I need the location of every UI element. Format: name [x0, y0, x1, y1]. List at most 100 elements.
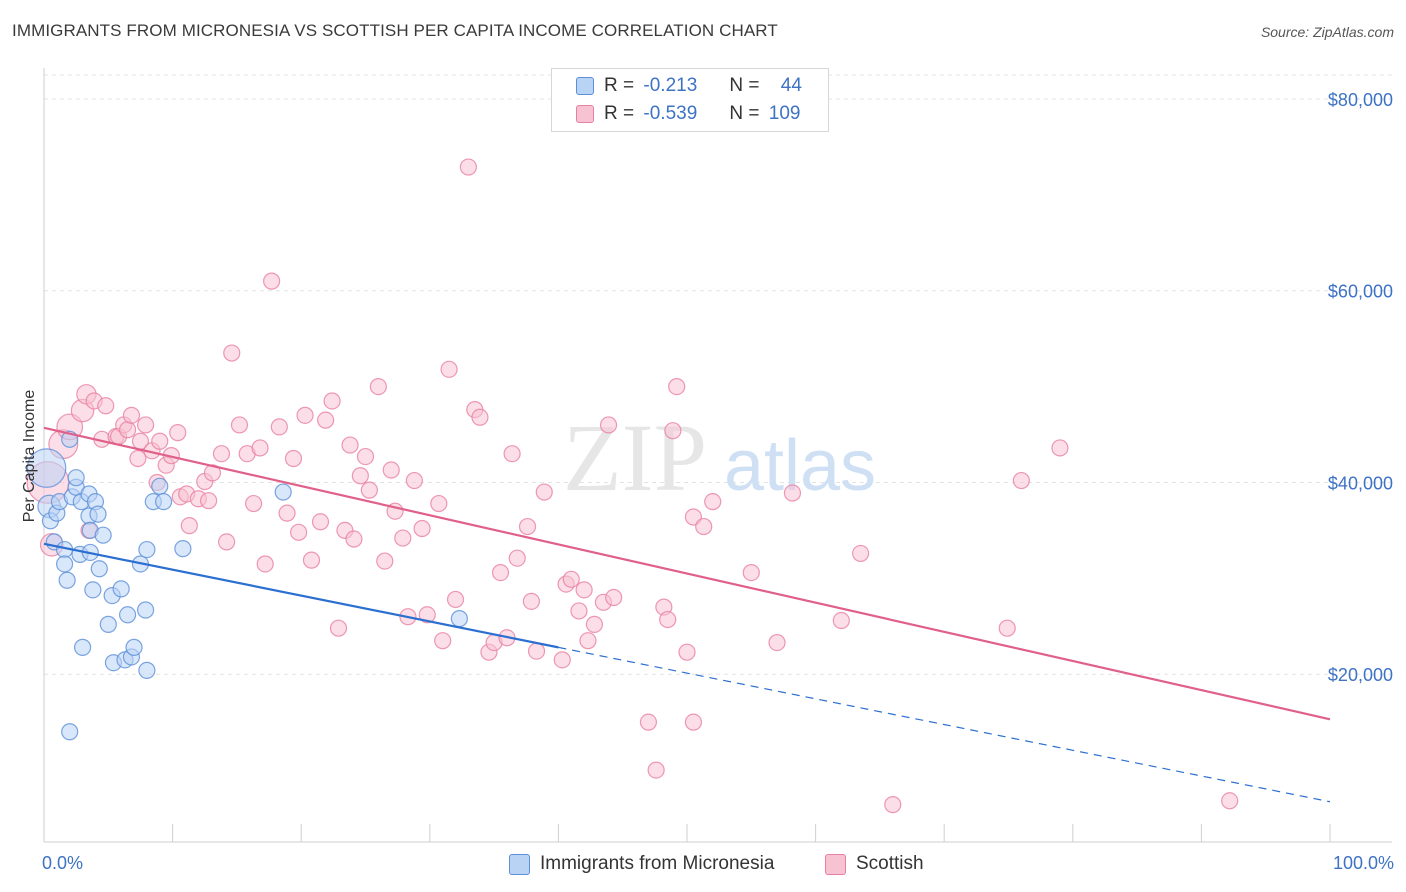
bottom-legend-label: Scottish: [856, 853, 924, 874]
scottish-point: [180, 517, 198, 535]
scottish-point: [341, 436, 359, 454]
scottish-point: [639, 713, 658, 731]
micronesia-point: [154, 493, 173, 511]
scottish-point: [245, 494, 263, 513]
scottish-point: [317, 411, 335, 429]
micronesia-point: [55, 555, 74, 573]
micronesia-point: [99, 615, 117, 633]
tick-labels: $20,000 $40,000 $60,000 $80,000 0.0% 100.0%: [42, 90, 1394, 873]
scottish-point: [413, 519, 431, 538]
micronesia-point: [89, 505, 107, 523]
scottish-point: [527, 642, 546, 660]
scottish-point: [742, 563, 760, 582]
scottish-point: [998, 619, 1016, 637]
micronesia-point: [174, 540, 192, 558]
scottish-point: [562, 570, 580, 588]
scottish-point: [852, 544, 870, 563]
legend-n-value: 44: [780, 75, 802, 96]
y-tick-label: $80,000: [1328, 90, 1393, 110]
bottom-legend-label: Immigrants from Micronesia: [540, 853, 775, 874]
scottish-point: [418, 606, 436, 624]
scottish-point: [522, 592, 540, 610]
scottish-point: [212, 445, 231, 463]
micronesia-point: [26, 448, 67, 488]
scottish-point: [405, 471, 423, 490]
scottish-point: [218, 533, 236, 551]
micronesia-point: [138, 540, 156, 559]
micronesia-point: [84, 581, 102, 599]
micronesia-point: [73, 638, 92, 656]
micronesia-point: [136, 601, 155, 619]
scottish-point: [360, 481, 378, 499]
scottish-point: [136, 416, 155, 434]
scottish-point: [302, 551, 321, 569]
scottish-point: [647, 761, 665, 779]
scottish-point: [535, 483, 553, 501]
scottish-point: [118, 421, 137, 439]
scottish-point: [97, 397, 115, 415]
scottish-point: [430, 494, 448, 513]
legend-n-label: N =: [729, 103, 760, 124]
scottish-point: [151, 432, 169, 450]
scottish-point: [471, 408, 489, 426]
scottish-point: [668, 377, 686, 396]
scottish-point: [684, 713, 703, 731]
bottom-legend-micronesia: Immigrants from Micronesia: [509, 852, 774, 876]
scottish-points: [26, 158, 1239, 814]
source-credit: Source: ZipAtlas.com: [1260, 24, 1394, 40]
scottish-point: [345, 530, 363, 548]
scottish-point: [768, 633, 786, 652]
legend-r-value: -0.539: [643, 103, 698, 124]
scottish-point: [570, 602, 588, 620]
scottish-point: [605, 588, 623, 607]
micronesia-point: [112, 580, 130, 598]
scottish-point: [230, 416, 249, 434]
scottish-point: [599, 416, 618, 434]
scottish-point: [503, 445, 521, 463]
micronesia-point: [118, 606, 137, 624]
scottish-point: [884, 796, 902, 814]
scottish-point: [575, 581, 593, 599]
scottish-point: [351, 467, 369, 485]
scottish-point: [459, 158, 477, 176]
scottish-point: [382, 461, 400, 479]
micronesia-point: [151, 477, 169, 495]
y-tick-label: $40,000: [1328, 473, 1393, 493]
scottish-point: [223, 344, 241, 362]
scottish-point: [329, 619, 348, 637]
scottish-point: [579, 632, 597, 650]
scottish-point: [1221, 792, 1239, 810]
scottish-point: [446, 590, 465, 609]
scottish-point: [323, 392, 341, 410]
micronesia-point: [67, 469, 85, 487]
scottish-point: [440, 360, 458, 378]
scottish-point: [1012, 471, 1030, 490]
scottish-point: [376, 552, 394, 570]
scottish-point: [251, 439, 269, 457]
correlation-legend: R = -0.213 N = 44 R = -0.539 N = 109: [551, 68, 829, 132]
scottish-point: [356, 447, 375, 466]
scottish-point: [664, 422, 682, 440]
scottish-point: [783, 484, 802, 502]
legend-swatch-pink: [576, 105, 594, 123]
scottish-point: [200, 492, 218, 510]
scottish-point: [832, 611, 850, 630]
scottish-point: [585, 615, 604, 633]
scottish-point: [491, 563, 510, 582]
micronesia-trend-extension: [558, 646, 1331, 803]
micronesia-trend-line: [43, 542, 559, 649]
micronesia-point: [138, 661, 156, 679]
scottish-point: [434, 632, 452, 650]
scottish-point: [695, 517, 713, 536]
legend-row-scottish: R = -0.539 N = 109: [576, 102, 800, 126]
legend-r-value: -0.213: [643, 75, 698, 96]
legend-n-label: N =: [729, 75, 760, 96]
scottish-point: [270, 418, 288, 436]
scottish-point: [122, 406, 141, 424]
scottish-point: [508, 549, 526, 567]
scottish-point: [169, 424, 187, 442]
legend-n-value: 109: [768, 103, 801, 124]
scottish-point: [263, 272, 281, 290]
legend-r-label: R =: [604, 103, 635, 124]
scottish-point: [659, 610, 677, 629]
